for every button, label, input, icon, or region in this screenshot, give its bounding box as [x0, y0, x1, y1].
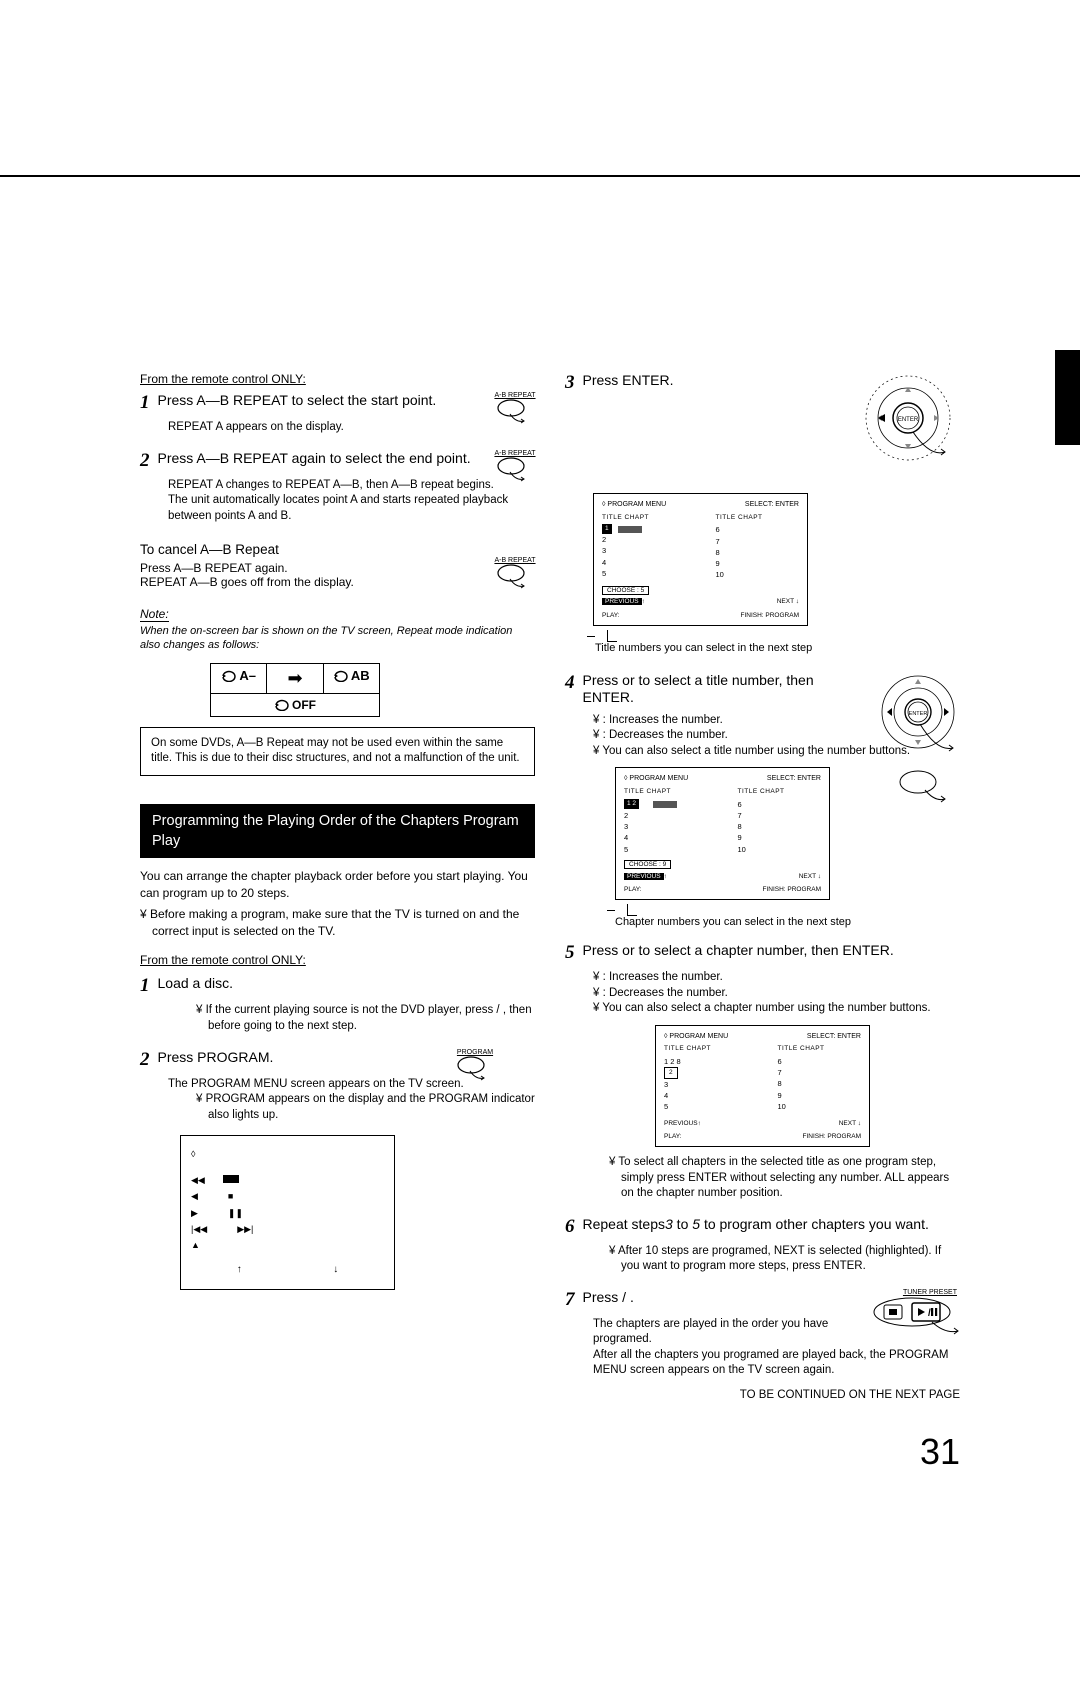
menu-caption: Chapter numbers you can select in the ne… — [615, 916, 960, 928]
program-menu-3: ◊ PROGRAM MENUSELECT: ENTER TITLE CHAPT … — [655, 1025, 870, 1148]
menu-caption: Title numbers you can select in the next… — [595, 642, 960, 654]
svg-text:ENTER: ENTER — [898, 417, 919, 423]
right-column: 3 Press ENTER. ENTER — [565, 372, 960, 1401]
ab-repeat-icon: A-B REPEAT — [485, 450, 545, 483]
step-sub: ¥ After 10 steps are programed, NEXT is … — [593, 1244, 960, 1275]
ab-repeat-icon: A-B REPEAT — [485, 557, 545, 590]
step-text: Press ENTER. — [583, 372, 856, 390]
page-number: 31 — [140, 1431, 960, 1473]
step-sub: ¥ : Increases the number. — [593, 970, 960, 986]
section-heading: Programming the Playing Order of the Cha… — [140, 804, 535, 859]
note-label: Note: — [140, 607, 169, 622]
step-text: Load a disc. — [158, 975, 536, 993]
step-sub: REPEAT A appears on the display. — [168, 420, 535, 436]
intro-text: ¥ Before making a program, make sure tha… — [140, 906, 535, 940]
cancel-line: REPEAT A—B goes off from the display. — [140, 575, 535, 589]
program-menu-screenshot: ◊ ◀◀ ◀■ ▶❚❚ |◀◀▶▶| ▲ ↑↓ — [180, 1135, 395, 1290]
step-text: Repeat steps3 to 5 to program other chap… — [583, 1216, 961, 1234]
step-sub: ¥ To select all chapters in the selected… — [593, 1155, 960, 1202]
repeat-mode-icons: A– ➡ AB OFF — [210, 663, 380, 717]
step-sub: ¥ You can also select a chapter number u… — [593, 1001, 960, 1017]
step-text: Press A—B REPEAT again to select the end… — [158, 450, 536, 468]
enter-dpad-icon: ENTER — [865, 672, 970, 810]
play-pause-icon: TUNER PRESET / — [870, 1289, 965, 1339]
program-menu-2: ◊ PROGRAM MENUSELECT: ENTER TITLE CHAPT … — [615, 767, 830, 900]
svg-text:ENTER: ENTER — [909, 711, 928, 717]
left-column: From the remote control ONLY: 1 Press A—… — [140, 372, 535, 1401]
enter-dpad-icon: ENTER — [855, 372, 960, 485]
step-sub: ¥ If the current playing source is not t… — [168, 1003, 535, 1034]
step-sub: ¥ : Decreases the number. — [593, 986, 960, 1002]
step-number: 4 — [565, 672, 575, 694]
program-icon: PROGRAM — [445, 1049, 505, 1082]
step-sub: After all the chapters you programed are… — [593, 1348, 960, 1379]
cancel-line: Press A—B REPEAT again. — [140, 561, 535, 575]
step-number: 2 — [140, 1049, 150, 1071]
cancel-heading: To cancel A—B Repeat — [140, 542, 535, 557]
program-menu-1: ◊ PROGRAM MENUSELECT: ENTER TITLE CHAPT … — [593, 493, 808, 626]
svg-text:/: / — [928, 1308, 931, 1319]
step-number: 5 — [565, 942, 575, 964]
step-number: 3 — [565, 372, 575, 394]
step-number: 2 — [140, 450, 150, 472]
intro-text: You can arrange the chapter playback ord… — [140, 868, 535, 902]
remote-only-heading: From the remote control ONLY: — [140, 953, 535, 967]
note-box: On some DVDs, A—B Repeat may not be used… — [140, 727, 535, 776]
step-sub: ¥ PROGRAM appears on the display and the… — [168, 1092, 535, 1123]
step-number: 1 — [140, 392, 150, 414]
step-number: 7 — [565, 1289, 575, 1311]
ab-repeat-icon: A-B REPEAT — [485, 392, 545, 425]
step-number: 1 — [140, 975, 150, 997]
step-text: Press or to select a chapter number, the… — [583, 942, 961, 960]
step-text: Press A—B REPEAT to select the start poi… — [158, 392, 536, 410]
continued-text: TO BE CONTINUED ON THE NEXT PAGE — [565, 1389, 960, 1401]
step-sub: The unit automatically locates point A a… — [168, 493, 535, 524]
step-sub: REPEAT A changes to REPEAT A—B, then A—B… — [168, 478, 535, 494]
remote-only-heading: From the remote control ONLY: — [140, 372, 535, 386]
step-number: 6 — [565, 1216, 575, 1238]
note-text: When the on-screen bar is shown on the T… — [140, 624, 535, 653]
